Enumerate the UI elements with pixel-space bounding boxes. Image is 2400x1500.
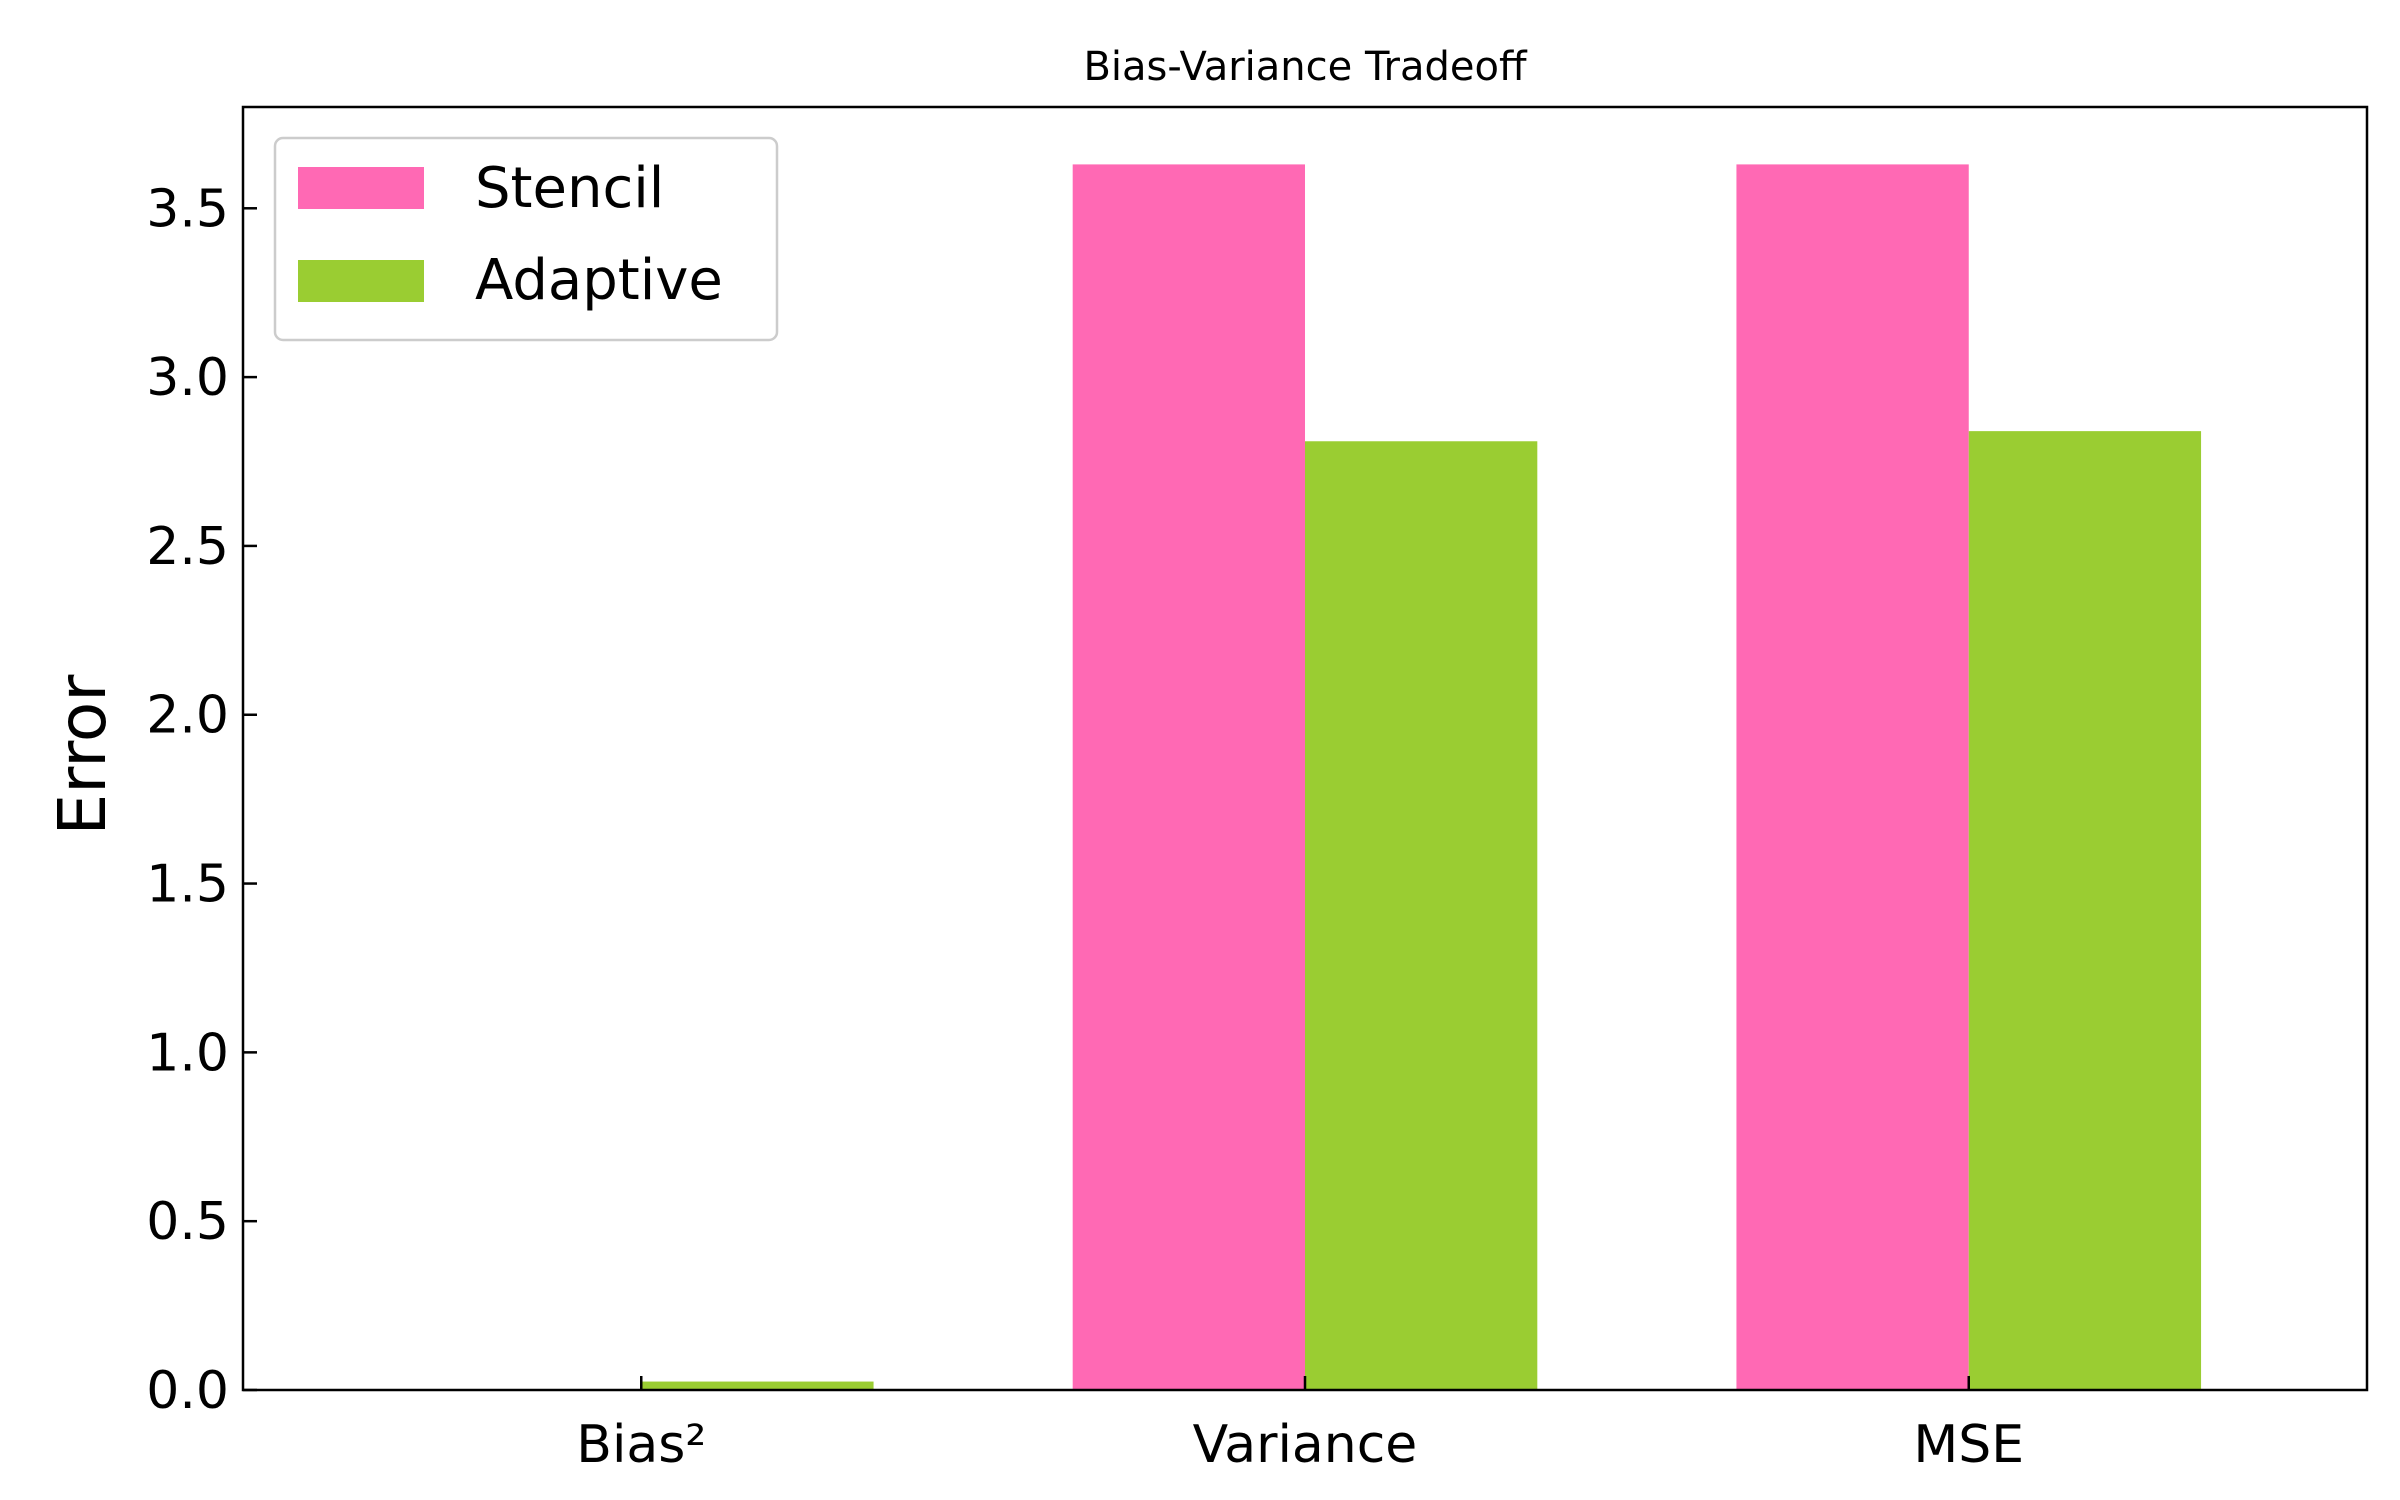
y-tick-label-3: 1.5 <box>146 855 229 915</box>
legend-label-stencil: Stencil <box>475 156 664 221</box>
x-tick-label-1: Variance <box>1193 1415 1418 1475</box>
y-tick-label-1: 0.5 <box>146 1192 229 1252</box>
y-tick-label-5: 2.5 <box>146 517 229 577</box>
legend-label-adaptive: Adaptive <box>475 248 723 313</box>
y-tick-label-0: 0.0 <box>146 1361 229 1421</box>
legend-swatch-adaptive <box>298 260 424 302</box>
chart-title: Bias-Variance Tradeoff <box>1083 44 1527 90</box>
bar-stencil-2 <box>1736 164 1969 1390</box>
legend: Stencil Adaptive <box>273 136 779 342</box>
x-tick-label-2: MSE <box>1913 1415 2024 1475</box>
legend-swatch-stencil <box>298 167 424 209</box>
y-tick-label-7: 3.5 <box>146 179 229 239</box>
bar-adaptive-2 <box>1968 431 2202 1390</box>
y-tick-label-6: 3.0 <box>146 348 229 408</box>
bar-adaptive-0 <box>641 1381 874 1390</box>
plot-frame <box>241 105 2369 1392</box>
bars-layer <box>641 164 2202 1390</box>
y-tick-label-4: 2.0 <box>146 686 229 746</box>
y-axis-label: Error <box>44 674 121 836</box>
ticks-layer: 0.0 0.5 1.0 1.5 2.0 2.5 3.0 3.5 Bias² Variance MSE <box>146 179 2024 1475</box>
x-tick-label-0: Bias² <box>576 1415 706 1475</box>
bar-stencil-1 <box>1072 164 1305 1390</box>
bar-adaptive-1 <box>1305 441 1538 1390</box>
y-tick-label-2: 1.0 <box>146 1023 229 1083</box>
